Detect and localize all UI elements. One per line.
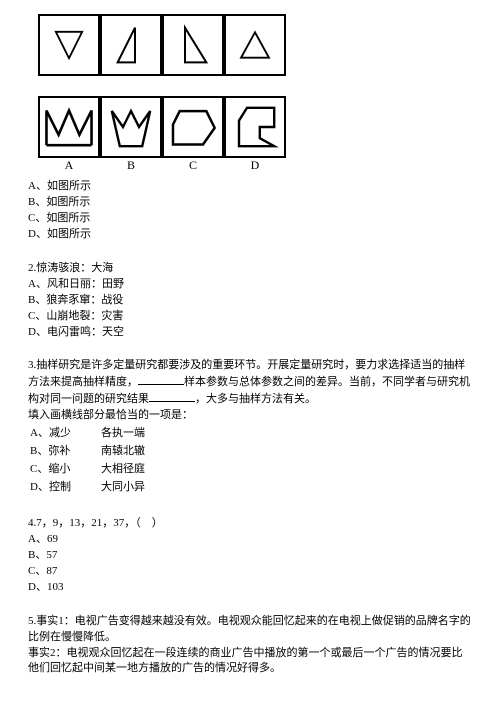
q3-c2: 大相径庭 xyxy=(101,462,173,478)
q2-opt-a: A、风和日丽：田野 xyxy=(28,277,472,293)
q1-options: A、如图所示 B、如图所示 C、如图所示 D、如图所示 xyxy=(28,179,472,243)
q1-top-1 xyxy=(38,14,100,76)
label-B: B xyxy=(100,158,162,173)
q3-b1: B、弥补 xyxy=(30,444,99,460)
q1-top-4 xyxy=(224,14,286,76)
q4-opt-d: D、103 xyxy=(28,580,472,596)
q2-stem: 2.惊涛骇浪：大海 xyxy=(28,261,472,277)
q1-opt-c: C、如图所示 xyxy=(28,211,472,227)
q2-opt-c: C、山崩地裂：灾害 xyxy=(28,309,472,325)
blank-2 xyxy=(149,391,195,402)
q3: 3.抽样研究是许多定量研究都要涉及的重要环节。开展定量研究时，要力求选择适当的抽… xyxy=(28,358,472,498)
q1-bottom-row xyxy=(38,96,472,158)
q1-top-row xyxy=(38,14,472,76)
q1-top-3 xyxy=(162,14,224,76)
q3-d1: D、控制 xyxy=(30,480,99,496)
q5-line2: 事实2：电视观众回忆起在一段连续的商业广告中播放的第一个或最后一个广告的情况要比… xyxy=(28,646,472,678)
q3-a1: A、减少 xyxy=(30,426,99,442)
q1-opt-a: A、如图所示 xyxy=(28,179,472,195)
label-D: D xyxy=(224,158,286,173)
label-A: A xyxy=(38,158,100,173)
q3-stem: 3.抽样研究是许多定量研究都要涉及的重要环节。开展定量研究时，要力求选择适当的抽… xyxy=(28,358,472,408)
q4-opt-a: A、69 xyxy=(28,532,472,548)
q2: 2.惊涛骇浪：大海 A、风和日丽：田野 B、狼奔豕窜：战役 C、山崩地裂：灾害 … xyxy=(28,261,472,341)
q3-a2: 各执一端 xyxy=(101,426,173,442)
q1-labels: A B C D xyxy=(38,158,472,173)
q1-bottom-D xyxy=(224,96,286,158)
q2-opt-b: B、狼奔豕窜：战役 xyxy=(28,293,472,309)
q3-c1: C、缩小 xyxy=(30,462,99,478)
q4-opt-b: B、57 xyxy=(28,548,472,564)
q5: 5.事实1：电视广告变得越来越没有效。电视观众能回忆起来的在电视上做促销的品牌名… xyxy=(28,614,472,678)
q5-line1: 5.事实1：电视广告变得越来越没有效。电视观众能回忆起来的在电视上做促销的品牌名… xyxy=(28,614,472,646)
q2-opt-d: D、电闪雷鸣：天空 xyxy=(28,325,472,341)
q4: 4.7，9，13，21，37，（ ） A、69 B、57 C、87 D、103 xyxy=(28,516,472,596)
q1-opt-b: B、如图所示 xyxy=(28,195,472,211)
q1-bottom-B xyxy=(100,96,162,158)
q1-opt-d: D、如图所示 xyxy=(28,227,472,243)
q1-bottom-A xyxy=(38,96,100,158)
q3-stem-part3: ，大多与抽样方法有关。 xyxy=(195,393,316,405)
q1-bottom-C xyxy=(162,96,224,158)
q3-prompt: 填入画横线部分最恰当的一项是： xyxy=(28,408,472,424)
blank-1 xyxy=(138,374,184,385)
q4-opt-c: C、87 xyxy=(28,564,472,580)
label-C: C xyxy=(162,158,224,173)
q1-top-2 xyxy=(100,14,162,76)
q3-options: A、减少各执一端 B、弥补南辕北辙 C、缩小大相径庭 D、控制大同小异 xyxy=(28,424,175,498)
q3-b2: 南辕北辙 xyxy=(101,444,173,460)
q3-d2: 大同小异 xyxy=(101,480,173,496)
q4-stem: 4.7，9，13，21，37，（ ） xyxy=(28,516,472,532)
